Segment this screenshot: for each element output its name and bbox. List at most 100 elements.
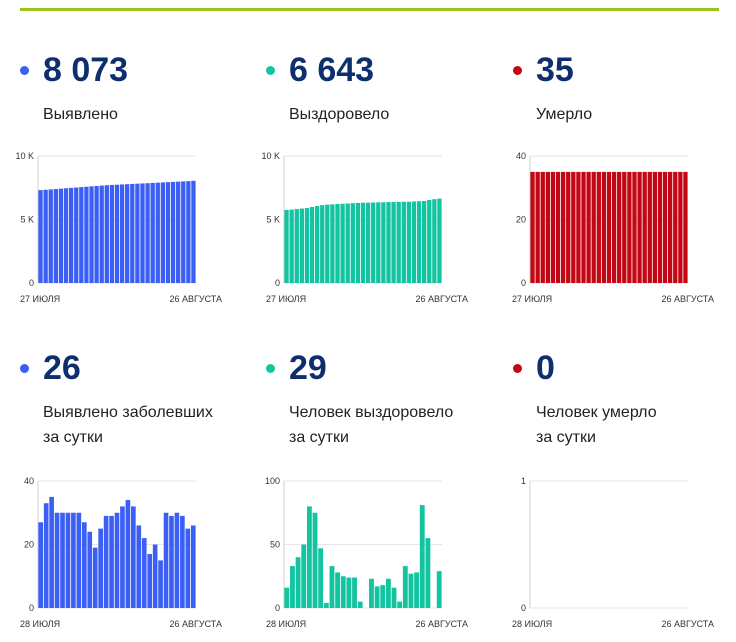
x-start-label: 27 ИЮЛЯ: [512, 294, 552, 304]
bar: [581, 171, 586, 284]
x-start-label: 27 ИЮЛЯ: [266, 294, 306, 304]
bar: [38, 190, 43, 283]
bar: [68, 187, 74, 283]
bar: [425, 538, 431, 608]
x-start-label: 28 ИЮЛЯ: [512, 619, 552, 629]
bar: [318, 548, 324, 608]
y-tick-label: 100: [265, 476, 280, 486]
bar: [114, 184, 120, 283]
teal-dot-icon: [266, 66, 275, 75]
bar: [340, 576, 346, 608]
bar: [365, 202, 371, 283]
bar: [406, 201, 412, 283]
bar: [657, 171, 663, 284]
bar: [119, 184, 125, 283]
x-end-label: 26 АВГУСТА: [661, 294, 714, 304]
bar: [158, 560, 163, 609]
y-tick-label: 1: [521, 476, 526, 486]
bar: [84, 186, 89, 283]
bar: [71, 512, 76, 608]
bar: [325, 204, 330, 283]
blue-dot-icon: [20, 66, 29, 75]
chart-daily-deaths: 0 1 28 ИЮЛЯ 26 АВГУСТА: [512, 476, 714, 629]
bar: [380, 585, 386, 608]
bar: [437, 198, 442, 283]
bar: [125, 500, 131, 608]
x-start-label: 28 ИЮЛЯ: [266, 619, 306, 629]
bar: [376, 202, 381, 283]
bar: [381, 202, 386, 283]
teal-dot-icon: [266, 364, 275, 373]
bar: [79, 187, 84, 283]
bar: [371, 202, 376, 283]
y-tick-label: 0: [521, 278, 526, 288]
bar: [391, 587, 397, 608]
stat-label: Выявлено: [43, 106, 118, 123]
bar: [576, 171, 581, 284]
bar: [571, 171, 576, 284]
bar: [74, 187, 79, 283]
bar: [617, 171, 622, 284]
bar: [54, 512, 60, 608]
bar: [65, 512, 71, 608]
bar: [355, 202, 361, 283]
stat-value: 6 643: [289, 51, 375, 89]
y-tick-label: 5 K: [266, 215, 280, 225]
bar: [180, 515, 185, 608]
bar: [81, 522, 87, 608]
bar: [94, 185, 99, 283]
bar: [120, 506, 125, 608]
chart-total-deaths: 0 20 40 27 ИЮЛЯ 26 АВГУСТА: [512, 151, 714, 304]
bar: [340, 203, 345, 283]
bar: [673, 171, 678, 284]
bar: [98, 528, 103, 609]
y-tick-label: 5 K: [20, 215, 34, 225]
blue-dot-icon: [20, 364, 29, 373]
bar: [622, 171, 627, 284]
bar: [60, 512, 65, 608]
bar: [304, 208, 310, 283]
stat-label: Выздоровело: [289, 106, 390, 123]
bar: [191, 180, 196, 283]
bar: [141, 538, 147, 608]
bar: [335, 572, 341, 608]
bar: [586, 171, 591, 284]
bar: [530, 171, 535, 284]
red-dot-icon: [513, 66, 522, 75]
bar: [402, 566, 408, 608]
bar: [99, 185, 104, 283]
bar: [160, 182, 166, 283]
bar: [58, 188, 64, 283]
bar: [301, 544, 307, 608]
top-accent-line: [20, 8, 719, 11]
stat-value: 0: [536, 349, 555, 387]
bar: [678, 171, 683, 284]
x-end-label: 26 АВГУСТА: [169, 294, 222, 304]
bar: [104, 185, 109, 283]
stat-total-recovered: 6 643 Выздоровело: [266, 50, 496, 130]
bar: [314, 206, 320, 283]
bar: [357, 601, 363, 608]
bar: [374, 586, 380, 608]
x-end-label: 26 АВГУСТА: [415, 294, 468, 304]
stat-value: 8 073: [43, 51, 129, 89]
bar: [591, 171, 596, 284]
y-tick-label: 20: [24, 540, 34, 550]
bar: [396, 201, 401, 283]
bar: [152, 544, 158, 608]
bar: [323, 602, 329, 608]
y-tick-label: 10 K: [261, 151, 280, 161]
y-tick-label: 0: [521, 603, 526, 613]
bar: [289, 209, 294, 283]
bar: [360, 202, 366, 283]
bar: [345, 203, 350, 283]
bar: [190, 525, 196, 608]
y-tick-label: 0: [275, 603, 280, 613]
bar: [49, 496, 54, 609]
bar: [53, 189, 58, 283]
bar: [330, 204, 335, 283]
bar: [125, 184, 130, 283]
bar: [422, 200, 427, 283]
stat-value: 29: [289, 349, 327, 387]
bar: [555, 171, 561, 284]
